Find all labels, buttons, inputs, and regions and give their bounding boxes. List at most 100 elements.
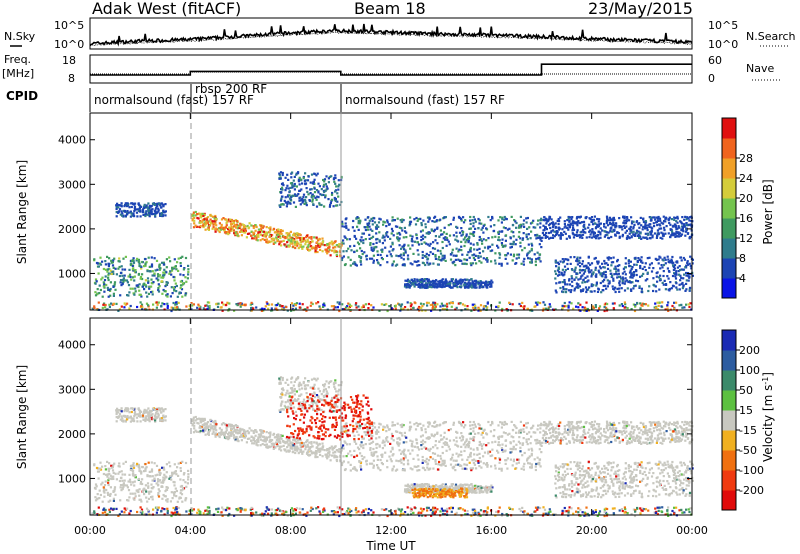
data-cell: [276, 303, 279, 307]
data-cell: [465, 233, 468, 236]
data-cell: [293, 241, 296, 244]
data-cell: [98, 262, 101, 265]
data-cell: [465, 239, 468, 242]
data-cell: [133, 480, 136, 483]
data-cell: [296, 445, 299, 448]
data-cell: [655, 272, 658, 275]
data-cell: [641, 261, 644, 264]
data-cell: [402, 219, 405, 222]
data-cell: [523, 305, 526, 308]
data-cell: [580, 221, 583, 224]
data-cell: [202, 224, 205, 227]
data-cell: [233, 430, 236, 433]
data-cell: [588, 236, 591, 239]
data-cell: [196, 418, 199, 421]
data-cell: [404, 279, 407, 282]
data-cell: [543, 303, 547, 306]
data-cell: [659, 277, 662, 280]
data-cell: [557, 226, 560, 229]
data-cell: [646, 229, 649, 232]
data-cell: [417, 283, 420, 286]
data-cell: [307, 175, 310, 178]
data-cell: [599, 236, 602, 239]
data-cell: [599, 273, 602, 276]
data-cell: [280, 197, 283, 200]
data-cell: [612, 216, 615, 219]
data-cell: [436, 249, 439, 252]
data-cell: [95, 261, 99, 265]
data-cell: [101, 481, 104, 484]
data-cell: [129, 211, 132, 214]
data-cell: [428, 285, 431, 288]
data-cell: [498, 239, 501, 242]
data-cell: [238, 226, 241, 230]
data-cell: [278, 172, 281, 175]
data-cell: [447, 224, 450, 227]
data-cell: [628, 280, 631, 283]
data-cell: [237, 224, 240, 227]
data-cell: [304, 182, 307, 185]
data-cell: [141, 307, 144, 311]
data-cell: [146, 295, 149, 298]
data-cell: [437, 285, 440, 288]
data-cell: [202, 225, 205, 229]
data-cell: [234, 233, 237, 236]
data-cell: [299, 446, 302, 449]
data-cell: [569, 262, 572, 265]
data-cell: [349, 245, 352, 248]
data-cell: [391, 243, 394, 246]
data-cell: [514, 243, 517, 246]
data-cell: [446, 283, 449, 286]
data-cell: [195, 430, 198, 433]
data-cell: [173, 463, 176, 466]
data-cell: [501, 218, 504, 221]
data-cell: [129, 468, 132, 472]
data-cell: [133, 412, 136, 415]
data-cell: [409, 220, 413, 223]
data-cell: [137, 285, 140, 289]
data-cell: [233, 232, 236, 235]
data-cell: [589, 263, 592, 266]
data-cell: [485, 258, 488, 261]
data-cell: [141, 209, 145, 212]
data-cell: [610, 272, 613, 275]
data-cell: [170, 273, 173, 276]
data-cell: [577, 278, 580, 281]
data-cell: [357, 305, 360, 308]
data-cell: [482, 281, 485, 284]
data-cell: [367, 302, 370, 306]
data-cell: [165, 283, 168, 286]
data-cell: [587, 255, 590, 258]
data-cell: [521, 238, 524, 241]
cpid-strip: CPID normalsound (fast) 157 RF rbsp 200 …: [6, 82, 505, 112]
data-cell: [555, 282, 558, 285]
data-cell: [122, 482, 125, 485]
data-cell: [141, 416, 145, 419]
data-cell: [339, 460, 342, 463]
data-cell: [678, 235, 681, 238]
data-cell: [156, 303, 159, 306]
data-cell: [517, 253, 521, 256]
data-cell: [214, 230, 217, 233]
data-cell: [149, 205, 153, 208]
data-cell: [328, 446, 332, 450]
data-cell: [560, 232, 563, 235]
data-cell: [246, 232, 250, 235]
data-cell: [261, 443, 264, 446]
data-cell: [472, 283, 475, 286]
data-cell: [578, 285, 581, 288]
data-cell: [494, 259, 497, 262]
data-cell: [292, 239, 295, 242]
data-cell: [374, 226, 378, 229]
data-cell: [555, 291, 558, 294]
data-cell: [265, 436, 268, 439]
data-cell: [355, 264, 358, 267]
data-cell: [194, 210, 197, 214]
data-cell: [378, 309, 381, 312]
data-cell: [640, 256, 643, 259]
data-cell: [230, 228, 233, 231]
freq-tick-bottom: 8: [68, 72, 75, 85]
data-cell: [135, 489, 138, 492]
data-cell: [268, 435, 272, 438]
data-cell: [421, 229, 424, 232]
